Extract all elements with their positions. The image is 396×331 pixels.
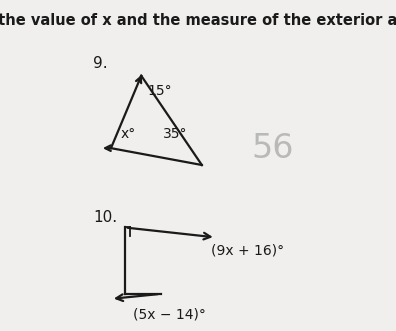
Text: 15°: 15° xyxy=(148,84,173,98)
Text: Find the value of x and the measure of the exterior angle.: Find the value of x and the measure of t… xyxy=(0,13,396,28)
Text: x°: x° xyxy=(121,127,136,141)
Text: 56: 56 xyxy=(251,132,294,165)
Text: 9.: 9. xyxy=(93,56,108,71)
Text: 35°: 35° xyxy=(163,127,188,141)
Text: 10.: 10. xyxy=(93,210,118,225)
Text: (9x + 16)°: (9x + 16)° xyxy=(211,243,284,257)
Text: (5x − 14)°: (5x − 14)° xyxy=(133,308,206,322)
